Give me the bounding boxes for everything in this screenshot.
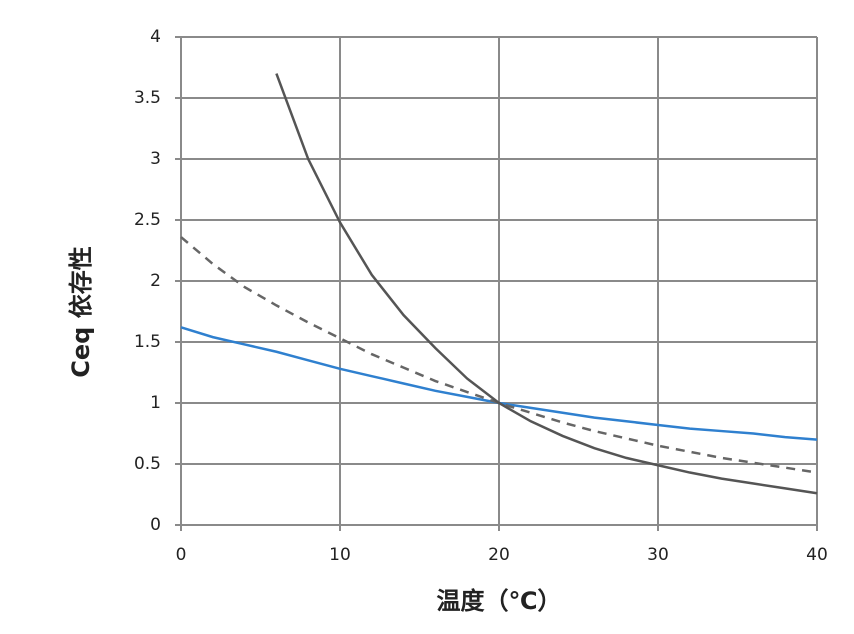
- x-tick-label: 30: [647, 545, 669, 565]
- y-tick-label: 3: [150, 149, 161, 169]
- y-tick-label: 4: [150, 27, 161, 47]
- x-axis-title: 温度（℃）: [436, 587, 561, 615]
- line-series: [275, 73, 818, 495]
- y-tick-label: 1: [150, 393, 161, 413]
- y-tick-label: 0.5: [134, 454, 161, 474]
- y-tick-label: 0: [150, 515, 161, 535]
- x-tick-label: 20: [488, 545, 510, 565]
- line-series: [180, 236, 818, 474]
- y-tick-label: 3.5: [134, 88, 161, 108]
- y-tick-label: 2: [150, 271, 161, 291]
- x-tick-label: 10: [329, 545, 351, 565]
- y-tick-label: 2.5: [134, 210, 161, 230]
- y-axis-title: Ceq 依存性: [67, 246, 95, 377]
- x-tick-label: 40: [806, 545, 828, 565]
- y-tick-label: 1.5: [134, 332, 161, 352]
- x-tick-label: 0: [176, 545, 187, 565]
